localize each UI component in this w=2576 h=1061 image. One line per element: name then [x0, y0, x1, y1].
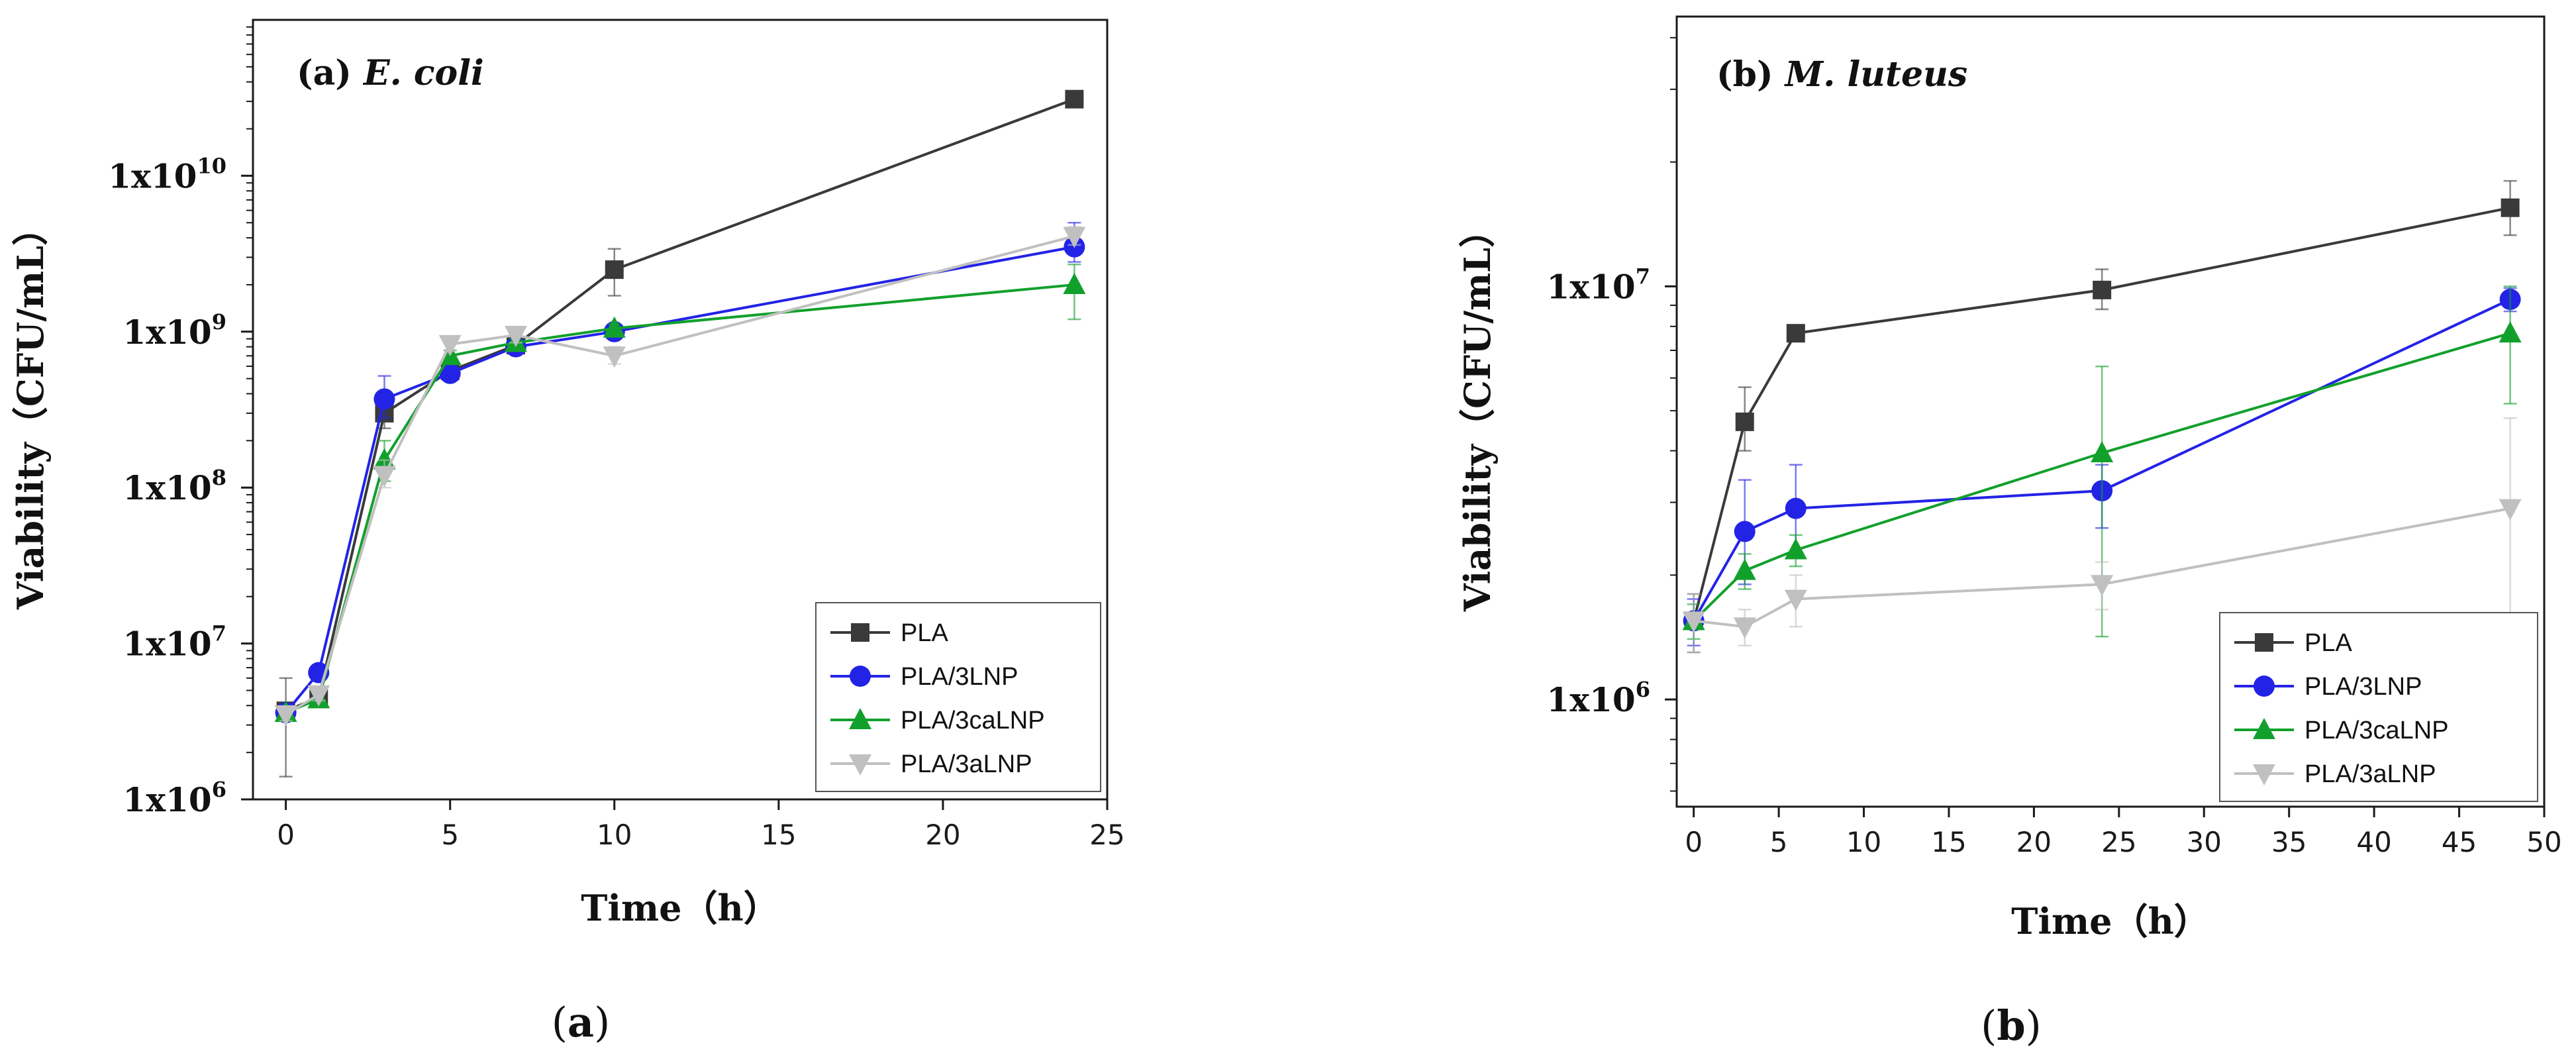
panel-b-xtick-label: 20	[2016, 826, 2052, 858]
panel-b-data-point	[1784, 589, 1807, 611]
panel-b-plot-frame	[1675, 15, 2546, 808]
panel-a-legend: PLA PLA/3LNP PLA/3caLNP PLA/3aLNP	[815, 602, 1101, 792]
panel-b-data-point	[1735, 412, 1754, 431]
panel-a-caption: (a)	[552, 998, 611, 1046]
panel-a-data-point	[439, 362, 461, 384]
panel-b-legend-marker	[2253, 764, 2275, 785]
panel-a-data-point	[373, 388, 395, 410]
panel-b-xtick-label: 35	[2271, 826, 2306, 858]
panel-a-title: (a) E. coli	[297, 53, 484, 93]
panel-b-y-axis-title: Viability（CFU/mL）	[1456, 212, 1499, 612]
panel-a-xtick-label: 5	[441, 819, 459, 851]
panel-b-xtick-label: 50	[2526, 826, 2561, 858]
panel-a-ytick-label: 1x107	[123, 621, 226, 664]
panel-b-data-point	[2501, 198, 2520, 217]
panel-a-ytick-label: 1x106	[123, 777, 226, 819]
panel-b-data-point	[2499, 321, 2522, 343]
panel-b-data-point	[2093, 280, 2112, 299]
panel-b-xtick-label: 10	[1846, 826, 1881, 858]
panel-b-legend-label: PLA/3LNP	[2304, 673, 2422, 701]
panel-b-data-point	[2499, 499, 2522, 521]
panel-b-x-axis-title: Time（h）	[2011, 900, 2209, 942]
panel-a-plot-frame	[252, 19, 1109, 801]
panel-b-data-point	[2091, 575, 2114, 597]
panel-a-data-point	[1065, 89, 1084, 109]
panel-a-ytick-label: 1x1010	[108, 153, 226, 195]
panel-b-data-point	[1733, 558, 1756, 580]
panel-b-legend-label: PLA/3caLNP	[2304, 717, 2449, 744]
panel-a-legend-label: PLA	[901, 619, 948, 647]
panel-b-legend-label: PLA/3aLNP	[2304, 760, 2436, 788]
panel-a-legend-marker	[851, 623, 869, 642]
panel-a-legend-label: PLA/3aLNP	[901, 750, 1032, 778]
panel-a-xtick-label: 0	[277, 819, 295, 851]
panel-a-data-point	[603, 346, 626, 368]
panel-a-data-point	[603, 316, 626, 338]
panel-a-series-3	[274, 226, 1086, 727]
panel-a-xtick-label: 10	[597, 819, 632, 851]
panel-a-xtick-label: 25	[1089, 819, 1124, 851]
panel-b-legend-marker	[2254, 676, 2275, 697]
panel-a-data-point	[438, 334, 462, 356]
panel-b-data-point	[1785, 497, 1807, 519]
panel-a-data-point	[1063, 227, 1086, 248]
panel-b-xtick-label: 5	[1770, 826, 1788, 858]
panel-b-legend-label: PLA	[2304, 629, 2352, 657]
panel-b-xtick-label: 0	[1685, 826, 1703, 858]
panel-a-ytick-label: 1x109	[123, 309, 226, 352]
panel-a-legend-marker	[849, 754, 871, 776]
panel-a-x-axis-title: Time（h）	[581, 887, 779, 929]
panel-a-xtick-label: 15	[761, 819, 796, 851]
panel-a-legend-marker	[850, 666, 871, 687]
panel-b-legend-marker	[2253, 718, 2275, 739]
panel-b-data-point	[1786, 324, 1805, 343]
panel-b-caption: (b)	[1981, 1001, 2042, 1050]
panel-b-data-point	[1682, 611, 1705, 633]
panel-a-chart: 0 5 10 15 20 25 1x106 1x107 1x108 1x109 1x1010 Time…	[9, 19, 1125, 1046]
panel-b-chart: 0 5 10 15 20 25 30 35 40 45 50 1x106 1x107 Time（h） Via…	[1456, 15, 2562, 1050]
panel-b-xtick-label: 25	[2101, 826, 2136, 858]
panel-a-data-point	[274, 705, 297, 727]
panel-b-data-point	[1784, 538, 1807, 560]
panel-b-legend: PLA PLA/3LNP PLA/3caLNP PLA/3aLNP	[2219, 612, 2538, 802]
panel-b-data-point	[1733, 617, 1756, 639]
panel-b-data-point	[2091, 440, 2114, 462]
panel-b-legend-marker	[2255, 633, 2273, 652]
panel-a-legend-label: PLA/3caLNP	[901, 707, 1045, 734]
panel-b-data-point	[1734, 521, 1756, 542]
panel-a-data-point	[605, 260, 624, 279]
panel-a-data-point	[504, 326, 527, 348]
panel-b-ytick-label: 1x107	[1547, 264, 1650, 306]
panel-b-xtick-label: 45	[2442, 826, 2477, 858]
panel-a-ytick-label: 1x108	[123, 465, 226, 507]
panel-b-xtick-label: 30	[2187, 826, 2222, 858]
panel-a-data-point	[373, 466, 396, 487]
panel-a-y-axis-title: Viability（CFU/mL）	[9, 210, 52, 610]
panel-b-xtick-label: 40	[2356, 826, 2391, 858]
panel-b-title: (b) M. luteus	[1716, 54, 1967, 95]
panel-a-legend-marker	[849, 708, 871, 729]
panel-a-legend-label: PLA/3LNP	[901, 663, 1018, 691]
panel-a-data-point	[307, 685, 330, 707]
panel-a-xtick-label: 20	[925, 819, 960, 851]
panel-b-xtick-label: 15	[1931, 826, 1966, 858]
panel-a-data-point	[1063, 272, 1086, 294]
panel-b-ytick-label: 1x106	[1547, 677, 1650, 719]
